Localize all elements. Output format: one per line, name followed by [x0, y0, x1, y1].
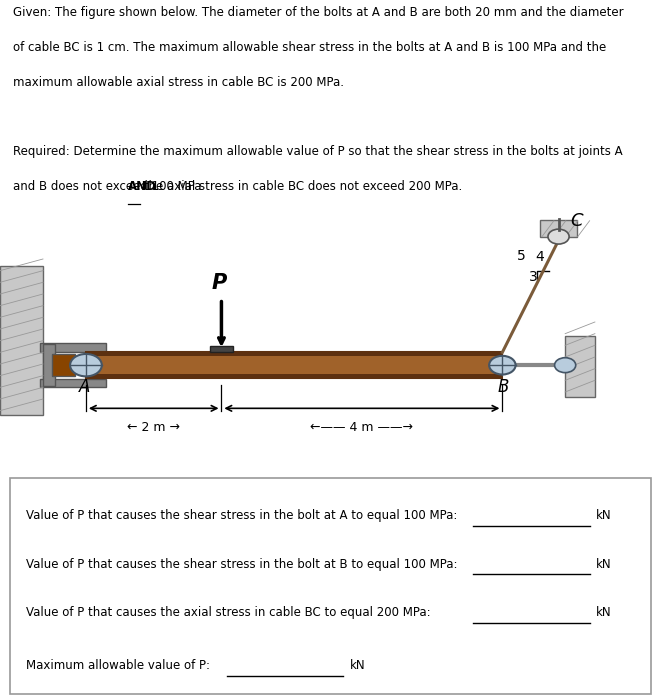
Text: kN: kN [350, 659, 366, 672]
Text: 3: 3 [529, 270, 537, 284]
Text: Value of P that causes the shear stress in the bolt at B to equal 100 MPa:: Value of P that causes the shear stress … [26, 558, 457, 570]
Text: ← 2 m →: ← 2 m → [127, 421, 180, 435]
Bar [0, 266, 43, 415]
Bar [540, 220, 577, 237]
Text: Given: The figure shown below. The diameter of the bolts at A and B are both 20 : Given: The figure shown below. The diame… [13, 6, 624, 20]
Text: B: B [497, 378, 508, 396]
Text: kN: kN [596, 509, 611, 522]
Text: the axial stress in cable BC does not exceed 200 MPa.: the axial stress in cable BC does not ex… [140, 180, 463, 193]
Text: maximum allowable axial stress in cable BC is 200 MPa.: maximum allowable axial stress in cable … [13, 76, 344, 89]
Circle shape [70, 354, 102, 377]
Circle shape [555, 358, 576, 372]
Text: and B does not exceed 100 MPa: and B does not exceed 100 MPa [13, 180, 206, 193]
Text: AND: AND [128, 180, 157, 193]
Text: Value of P that causes the shear stress in the bolt at A to equal 100 MPa:: Value of P that causes the shear stress … [26, 509, 457, 522]
Text: ←—— 4 m ——→: ←—— 4 m ——→ [311, 421, 413, 435]
Text: A: A [79, 378, 91, 396]
Bar [565, 336, 595, 397]
Circle shape [489, 356, 516, 375]
Text: kN: kN [596, 606, 611, 620]
Text: 4: 4 [535, 251, 544, 265]
Bar [40, 379, 106, 387]
Text: Required: Determine the maximum allowable value of P so that the shear stress in: Required: Determine the maximum allowabl… [13, 145, 623, 158]
Bar [40, 343, 106, 351]
Text: kN: kN [596, 558, 611, 570]
Bar [86, 374, 502, 378]
Bar [86, 352, 502, 378]
Text: of cable BC is 1 cm. The maximum allowable shear stress in the bolts at A and B : of cable BC is 1 cm. The maximum allowab… [13, 41, 607, 54]
Text: P: P [212, 273, 227, 293]
Text: Maximum allowable value of P:: Maximum allowable value of P: [26, 659, 210, 672]
Circle shape [548, 229, 569, 244]
Bar [210, 346, 233, 352]
Bar [52, 354, 75, 376]
Text: 5: 5 [517, 249, 525, 263]
Bar [86, 352, 502, 356]
Text: Value of P that causes the axial stress in cable BC to equal 200 MPa:: Value of P that causes the axial stress … [26, 606, 431, 620]
Text: C: C [570, 212, 583, 230]
Bar [43, 344, 55, 386]
